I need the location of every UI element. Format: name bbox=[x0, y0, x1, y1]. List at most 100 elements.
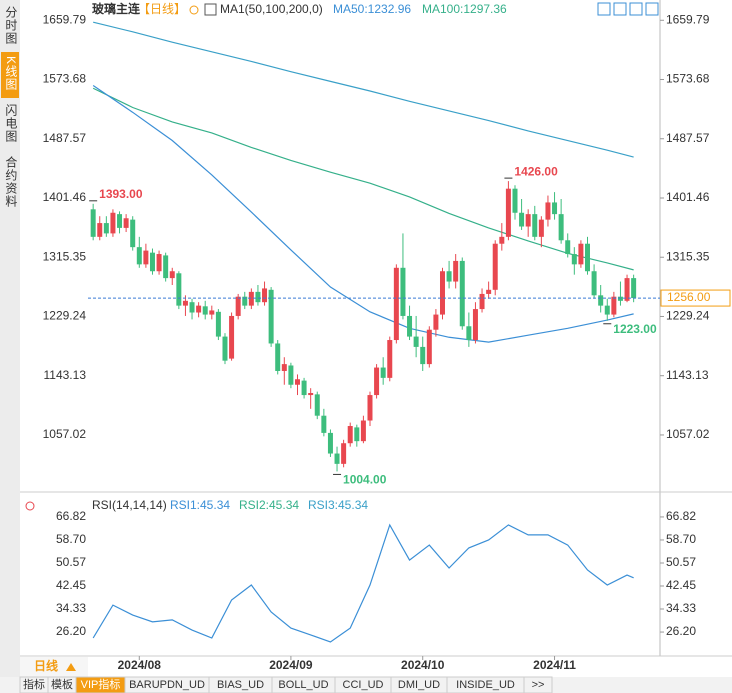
candle-body bbox=[565, 240, 571, 255]
candle-body bbox=[433, 314, 439, 330]
candle-body bbox=[512, 188, 518, 213]
candle-body bbox=[248, 291, 254, 306]
tab-label[interactable]: CCI_UD bbox=[343, 679, 384, 691]
tab-label[interactable]: 模板 bbox=[51, 677, 73, 691]
candle-body bbox=[149, 252, 155, 272]
candle-body bbox=[479, 293, 485, 310]
icon[interactable] bbox=[189, 5, 199, 15]
candle-body bbox=[459, 260, 465, 327]
candle-body bbox=[598, 295, 604, 306]
candle-body bbox=[308, 393, 314, 396]
candle-body bbox=[400, 267, 406, 316]
candle-body bbox=[268, 289, 274, 344]
tool-icon[interactable] bbox=[613, 2, 627, 16]
ma-legend: MA50:1232.96 bbox=[333, 2, 411, 16]
ma-line bbox=[92, 87, 634, 271]
candle-body bbox=[143, 250, 149, 265]
candle-body bbox=[617, 296, 623, 301]
rsi-line bbox=[92, 523, 634, 643]
sidebar bbox=[0, 0, 20, 693]
y-tick-label: 58.70 bbox=[56, 532, 86, 546]
candle-body bbox=[505, 188, 511, 237]
candle-body bbox=[631, 278, 637, 299]
extreme-label: 1004.00 bbox=[343, 473, 387, 487]
icon[interactable] bbox=[204, 3, 217, 16]
dropdown-icon[interactable] bbox=[66, 663, 76, 671]
tool-icon[interactable] bbox=[629, 2, 643, 16]
ma-line bbox=[92, 84, 634, 343]
y-tick-label-right: 1057.02 bbox=[666, 427, 710, 441]
candle-body bbox=[532, 214, 538, 237]
candle-body bbox=[327, 432, 333, 454]
candle-body bbox=[367, 395, 373, 421]
y-tick-label: 1487.57 bbox=[43, 131, 87, 145]
rsi-legend: RSI1:45.34 bbox=[170, 498, 230, 512]
y-tick-label: 1315.35 bbox=[43, 249, 87, 263]
candle-body bbox=[393, 267, 399, 341]
y-tick-label-right: 1229.24 bbox=[666, 309, 710, 323]
candle-body bbox=[347, 426, 353, 444]
tab-label[interactable]: 指标 bbox=[23, 677, 45, 691]
sidebar-tab[interactable]: 闪电图 bbox=[4, 104, 18, 143]
period-box[interactable] bbox=[20, 657, 88, 677]
candle-body bbox=[176, 273, 182, 306]
candle-body bbox=[492, 243, 498, 290]
x-tick-label: 2024/09 bbox=[269, 658, 313, 672]
y-tick-label-right: 66.82 bbox=[666, 509, 696, 523]
extreme-label: 1426.00 bbox=[514, 164, 558, 178]
candle-body bbox=[314, 394, 320, 416]
tab-label[interactable]: BOLL_UD bbox=[278, 679, 328, 691]
sidebar-tab[interactable]: 分时图 bbox=[4, 6, 18, 45]
sidebar-tab[interactable]: 合约资料 bbox=[4, 155, 18, 208]
tab-label[interactable]: DMI_UD bbox=[398, 679, 440, 691]
sidebar-tab[interactable]: K线图 bbox=[4, 56, 18, 91]
candle-body bbox=[584, 243, 590, 272]
tab-label[interactable]: INSIDE_UD bbox=[456, 679, 515, 691]
y-tick-label: 1573.68 bbox=[43, 72, 87, 86]
candle-body bbox=[360, 420, 366, 442]
candle-body bbox=[472, 309, 478, 341]
tab[interactable] bbox=[523, 676, 553, 693]
tab-label[interactable]: BARUPDN_UD bbox=[129, 679, 205, 691]
candle-body bbox=[288, 365, 294, 385]
bottom-period[interactable]: 日线 bbox=[34, 658, 58, 673]
candle-body bbox=[341, 443, 347, 464]
candle-body bbox=[136, 247, 142, 265]
candle-body bbox=[281, 364, 287, 371]
x-tick-label: 2024/08 bbox=[118, 658, 162, 672]
candle-body bbox=[182, 300, 188, 306]
candle-body bbox=[189, 302, 195, 313]
candle-body bbox=[262, 288, 268, 303]
candle-body bbox=[558, 214, 564, 241]
candle-body bbox=[130, 219, 136, 248]
x-tick-label: 2024/10 bbox=[401, 658, 445, 672]
period[interactable]: 【日线】 bbox=[138, 2, 186, 16]
candle-body bbox=[413, 336, 419, 347]
tab-label[interactable]: VIP指标 bbox=[81, 677, 121, 691]
candle-body bbox=[169, 271, 175, 279]
toolbar-icons bbox=[597, 2, 659, 16]
candle-body bbox=[439, 271, 445, 315]
candle-body bbox=[334, 453, 340, 464]
tab-label[interactable]: >> bbox=[532, 679, 545, 691]
candle-body bbox=[578, 243, 584, 265]
candle-body bbox=[242, 296, 248, 306]
extreme-label: 1393.00 bbox=[99, 187, 143, 201]
y-tick-label: 34.33 bbox=[56, 601, 86, 615]
candle-body bbox=[222, 336, 228, 361]
y-tick-label: 1659.79 bbox=[43, 12, 87, 26]
rsi-legend: RSI3:45.34 bbox=[308, 498, 368, 512]
tool-icon[interactable] bbox=[645, 2, 659, 16]
candle-body bbox=[519, 212, 525, 227]
tab-label[interactable]: BIAS_UD bbox=[217, 679, 264, 691]
rsi-icon[interactable] bbox=[25, 501, 35, 511]
y-tick-label-right: 42.45 bbox=[666, 578, 696, 592]
candle-body bbox=[624, 278, 630, 301]
candle-body bbox=[420, 346, 426, 365]
sidebar-tab-active bbox=[1, 52, 19, 98]
tool-icon[interactable] bbox=[597, 2, 611, 16]
candle-body bbox=[499, 236, 505, 244]
candle-body bbox=[202, 306, 208, 315]
